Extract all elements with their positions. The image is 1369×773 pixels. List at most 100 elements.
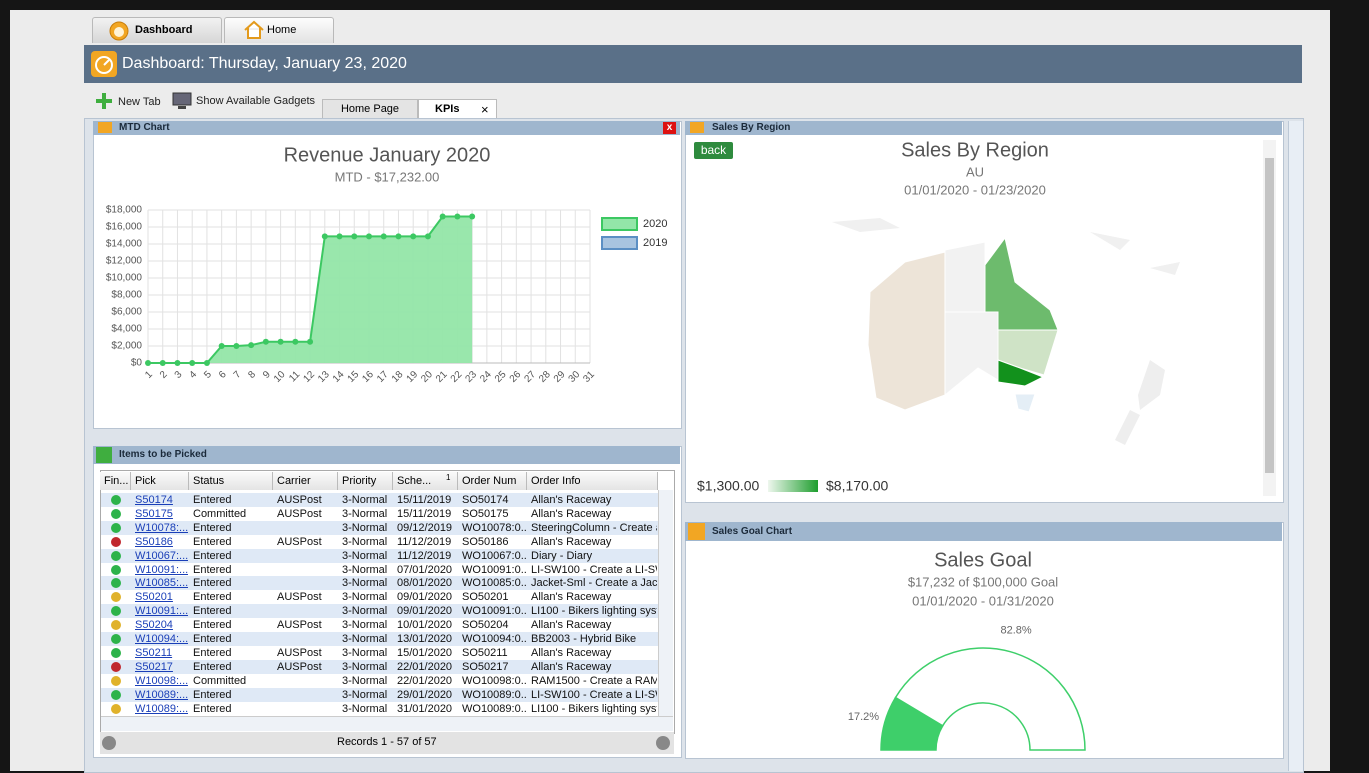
pick-link[interactable]: W10094:... (135, 633, 188, 645)
grid-cell: WO10094:0... (462, 633, 526, 645)
column-header[interactable]: Fin... (100, 472, 131, 490)
pick-link[interactable]: S50175 (135, 507, 173, 520)
y-tick-label: $10,000 (106, 273, 143, 284)
grid-footer: Records 1 - 57 of 57 (100, 732, 674, 754)
x-tick-label: 9 (261, 369, 273, 381)
pick-link[interactable]: W10089:... (135, 688, 188, 701)
sub-tab[interactable]: KPIs × (418, 99, 497, 119)
x-tick-label: 3 (173, 369, 185, 381)
status-dot (111, 703, 121, 714)
grid-cell: 22/01/2020 (397, 674, 453, 687)
map-region (1014, 393, 1036, 413)
sub-tab[interactable]: Home Page (322, 99, 418, 119)
grid-cell: AUSPost (277, 507, 322, 520)
grid-cell: 15/01/2020 (397, 646, 453, 659)
legend-swatch (601, 217, 638, 231)
close-button[interactable]: x (663, 122, 676, 134)
grid-cell: AUSPost (277, 591, 322, 604)
grid-cell: AUSPost (277, 646, 322, 659)
column-header[interactable]: Sche... (393, 472, 458, 490)
column-header[interactable]: Carrier (273, 472, 338, 490)
prev-button[interactable] (102, 736, 116, 750)
grid-cell: Entered (193, 535, 232, 548)
scrollbar[interactable] (101, 716, 673, 731)
grid-cell: 15/11/2019 (397, 494, 452, 506)
pick-link[interactable]: W10091:... (135, 605, 188, 618)
grid-cell: LI-SW100 - Create a LI-SW (531, 688, 657, 701)
column-header[interactable]: Order Num (458, 472, 527, 490)
grid-cell: Entered (193, 702, 232, 715)
grid-cell: SO50217 (462, 660, 509, 673)
area (148, 216, 473, 363)
pick-link[interactable]: S50174 (135, 494, 173, 506)
status-dot (111, 606, 121, 617)
pick-link[interactable]: W10078:... (135, 521, 188, 534)
grid-cell: WO10091:0... (462, 563, 526, 576)
grid-cell: Entered (193, 688, 232, 701)
grid-cell: AUSPost (277, 619, 322, 632)
point (159, 360, 166, 366)
pick-link[interactable]: S50204 (135, 619, 173, 632)
grid-row (101, 673, 658, 688)
panel-header: Sales By Region (685, 121, 1282, 135)
record-count: Records 1 - 57 of 57 (337, 736, 437, 748)
pick-link[interactable]: W10089:... (135, 702, 188, 715)
grid-row (101, 701, 658, 716)
close-button[interactable]: × (481, 102, 489, 117)
pick-link[interactable]: S50186 (135, 535, 173, 548)
x-tick-label: 4 (187, 369, 199, 381)
point (218, 343, 225, 349)
grid-cell: Entered (193, 591, 232, 604)
y-tick-label: $0 (131, 358, 143, 369)
y-tick-label: $12,000 (106, 256, 143, 267)
column-header[interactable]: Priority (338, 472, 393, 490)
back-button[interactable]: back (694, 142, 733, 159)
scrollbar[interactable] (1263, 140, 1276, 496)
pick-link[interactable]: W10091:... (135, 563, 188, 576)
pick-link[interactable]: W10067:... (135, 549, 188, 562)
y-tick-label: $2,000 (111, 341, 142, 352)
grid-cell: Diary - Diary (531, 549, 593, 562)
panel-title: MTD Chart (119, 122, 170, 133)
value-label: 82.8% (1000, 624, 1031, 636)
grid-cell: SteeringColumn - Create a (531, 521, 657, 534)
icon (91, 51, 117, 77)
grid-row (101, 520, 658, 535)
column-header[interactable]: Pick (131, 472, 189, 490)
scrollbar[interactable] (658, 490, 673, 716)
legend-label: 2019 (643, 237, 667, 249)
next-button[interactable] (656, 736, 670, 750)
x-tick-label: 11 (287, 369, 302, 384)
point (233, 343, 240, 349)
grid-cell: Entered (193, 605, 232, 618)
pick-link[interactable]: W10085:... (135, 577, 188, 590)
grid-cell: 3-Normal (342, 577, 388, 590)
status-dot (111, 675, 121, 686)
grid-cell: Allan's Raceway (531, 535, 612, 548)
grid-cell: 09/01/2020 (397, 591, 453, 604)
point (262, 338, 269, 345)
map-date: 01/01/2020 - 01/23/2020 (904, 182, 1046, 197)
column-header[interactable]: Order Info (527, 472, 658, 490)
pick-link[interactable]: S50201 (135, 591, 173, 604)
point (410, 233, 417, 240)
y-tick-label: $8,000 (111, 290, 142, 301)
tab[interactable]: Home (224, 17, 334, 43)
pick-link[interactable]: W10098:... (135, 674, 188, 687)
pick-link[interactable]: S50211 (135, 646, 173, 659)
column-header[interactable]: Status (189, 472, 273, 490)
legend-swatch (601, 236, 638, 250)
scrollbar[interactable] (1288, 121, 1303, 771)
grid-cell: 3-Normal (342, 535, 388, 548)
point (424, 233, 431, 240)
grid-cell: 11/12/2019 (397, 549, 452, 562)
sub-tab-label: Home Page (340, 103, 400, 115)
grid-cell: 08/01/2020 (397, 577, 453, 590)
scroll-thumb[interactable] (1265, 158, 1274, 473)
pick-link[interactable]: S50217 (135, 660, 173, 673)
grid-cell: Committed (193, 507, 247, 520)
tab[interactable]: Dashboard (92, 17, 222, 43)
point (174, 360, 181, 366)
